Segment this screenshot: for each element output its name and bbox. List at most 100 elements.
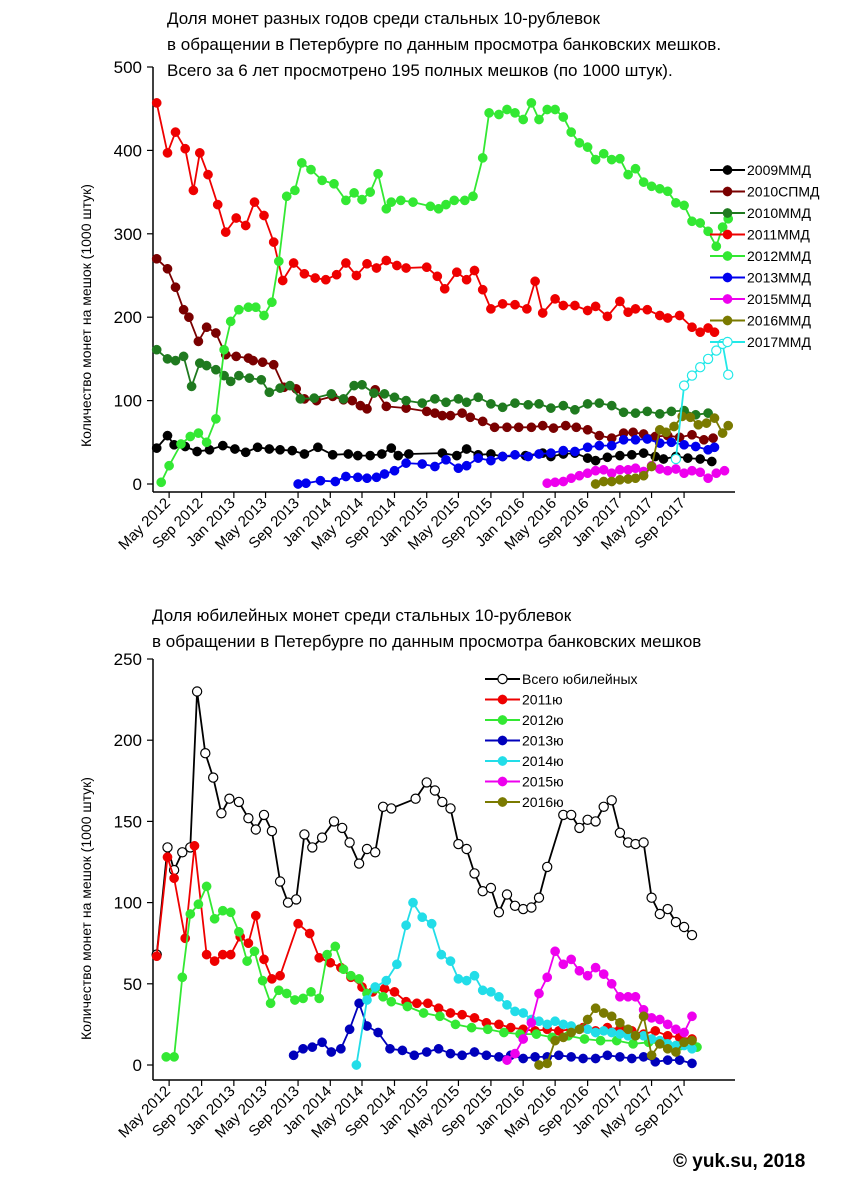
chart1-data-point: [550, 477, 560, 488]
chart1-data-point: [687, 465, 697, 476]
chart1-data-point: [451, 450, 462, 461]
chart2-data-point: [687, 1011, 697, 1022]
chart2-data-point: [679, 1037, 689, 1048]
chart2-data-point: [590, 1053, 601, 1064]
chart2-data-point: [614, 827, 626, 839]
chart2-data-point: [638, 837, 649, 848]
chart1-data-point: [329, 178, 339, 189]
chart2-data-point: [207, 772, 219, 783]
chart1-data-point: [259, 310, 269, 321]
chart2-data-point: [412, 998, 422, 1009]
chart2-data-point: [386, 996, 397, 1007]
chart1-data-point: [211, 328, 221, 338]
chart2-data-point: [201, 949, 212, 960]
chart1-data-point: [351, 270, 362, 281]
chart1-data-point: [465, 412, 476, 423]
chart1-data-point: [365, 187, 376, 197]
chart1-data-point: [594, 398, 605, 408]
chart2-legend-marker: [497, 756, 508, 766]
chart1-data-point: [357, 379, 367, 390]
chart1-data-point: [185, 431, 196, 442]
chart1-data-point: [389, 465, 400, 476]
chart1-data-point: [285, 380, 295, 391]
chart2-data-point: [445, 803, 456, 814]
chart2-data-point: [401, 920, 411, 931]
chart1-data-point: [257, 357, 268, 368]
chart2-title-line: в обращении в Петербурге по данным просм…: [152, 632, 702, 651]
chart1-data-point: [287, 445, 298, 456]
chart2-data-point: [306, 987, 316, 997]
chart1-data-point: [477, 416, 488, 427]
chart1-data-point: [193, 428, 204, 438]
chart1-data-point: [666, 406, 677, 417]
chart2-data-point: [201, 881, 212, 892]
chart1-data-point: [566, 473, 577, 484]
chart2-data-point: [606, 1011, 617, 1022]
chart2-data-point: [258, 809, 270, 821]
chart2-data-point: [307, 842, 318, 853]
chart1-data-point: [717, 222, 728, 232]
chart2-data-point: [615, 991, 625, 1002]
chart2-data-point: [606, 978, 617, 989]
chart1-data-point: [299, 268, 310, 279]
chart2-data-point: [505, 1022, 516, 1033]
chart1-data-point: [170, 282, 181, 293]
chart2-data-point: [330, 941, 341, 952]
chart1-data-point: [699, 434, 709, 445]
chart1-data-point: [615, 153, 625, 164]
chart1-data-point: [473, 453, 484, 463]
chart1-data-point: [537, 420, 548, 431]
chart1-y-tick-label: 500: [114, 58, 142, 77]
chart2-data-point: [426, 918, 437, 929]
chart2-data-point: [574, 1024, 585, 1035]
chart1-data-point: [606, 468, 617, 479]
chart1-data-point: [711, 345, 722, 356]
chart1-data-point: [381, 203, 392, 214]
chart2-data-point: [392, 959, 402, 970]
chart2-data-point: [370, 847, 381, 858]
chart1-data-point: [349, 188, 359, 198]
chart1-data-point: [250, 302, 261, 313]
chart2-data-point: [409, 1050, 420, 1061]
chart1-data-point: [598, 148, 609, 159]
chart1-data-point: [459, 195, 470, 206]
chart2-data-point: [435, 1011, 445, 1022]
chart2-data-point: [266, 825, 278, 837]
chart2-data-point: [381, 975, 392, 986]
chart2-data-point: [346, 970, 356, 981]
chart2-data-point: [558, 1032, 569, 1043]
chart1-y-tick-label: 300: [114, 225, 142, 244]
chart2-data-point: [615, 1029, 625, 1039]
chart1-data-point: [275, 444, 285, 455]
chart2-data-point: [224, 793, 235, 804]
chart2-data-point: [534, 1060, 544, 1070]
chart2-data-point: [518, 1008, 529, 1018]
chart1-data-point: [638, 448, 649, 458]
chart2-data-point: [151, 951, 162, 962]
chart2-data-point: [373, 1027, 383, 1038]
chart1-data-point: [570, 404, 580, 415]
chart1-data-point: [615, 464, 625, 475]
chart1-data-point: [164, 460, 174, 471]
chart2-data-point: [502, 1055, 512, 1065]
chart1-data-point: [417, 398, 428, 408]
chart1-legend-marker: [722, 229, 733, 240]
chart1-data-point: [264, 444, 275, 454]
chart1-data-point: [590, 465, 601, 476]
chart1-data-point: [401, 458, 411, 468]
copyright-notice: © yuk.su, 2018: [673, 1151, 806, 1172]
chart1-data-point: [421, 262, 432, 273]
chart2-data-point: [354, 974, 364, 984]
chart2-data-point: [654, 908, 666, 920]
chart2-data-point: [534, 988, 544, 999]
chart2-data-point: [209, 913, 220, 924]
chart2-data-point: [542, 1058, 553, 1069]
chart1-y-tick-label: 100: [114, 392, 142, 411]
chart1-data-point: [630, 163, 641, 174]
chart1-legend-label: 2009ММД: [747, 162, 811, 178]
chart1-data-point: [709, 413, 720, 423]
chart1-data-point: [630, 473, 641, 484]
chart1-data-point: [695, 454, 706, 464]
chart2-data-point: [582, 1014, 593, 1025]
chart2-data-point: [615, 1017, 625, 1028]
